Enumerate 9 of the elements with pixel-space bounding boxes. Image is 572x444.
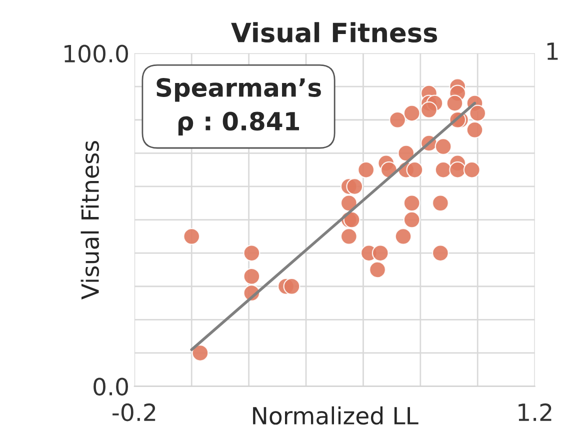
y-axis-title: Visual Fitness [80,141,100,300]
x-axis-title: Normalized LL [253,406,418,425]
annotation: Spearman’s ρ : 0.841 [156,78,321,136]
chart-title: Visual Fitness [231,22,438,43]
y-tick-label: 0.0 [94,378,128,396]
x-tick-label: 1.2 [518,403,552,421]
text: 1 [547,42,558,60]
y-tick-label: 100.0 [64,44,128,63]
x-tick-label: -0.2 [112,403,156,422]
